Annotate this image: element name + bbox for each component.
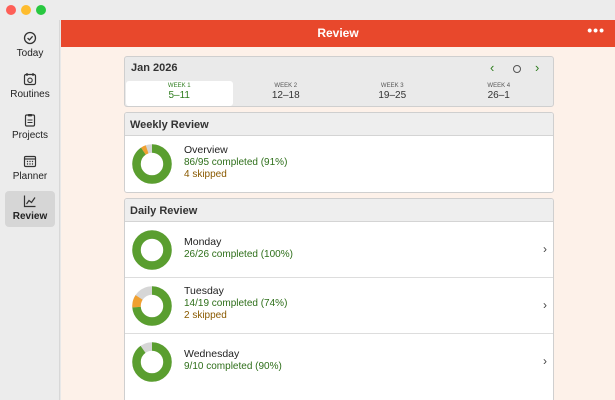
daily-review-card: Daily Review Monday 26/26 completed (100… bbox=[124, 198, 554, 400]
completed-text: 86/95 completed (91%) bbox=[184, 157, 288, 168]
clipboard-icon bbox=[24, 114, 36, 127]
day-row-wednesday[interactable]: Wednesday 9/10 completed (90%) › bbox=[125, 334, 553, 390]
progress-donut bbox=[132, 342, 172, 382]
week-label: WEEK 2 bbox=[274, 83, 298, 89]
previous-week-button[interactable]: ‹ bbox=[490, 60, 495, 75]
app-header: Review ••• bbox=[61, 20, 615, 47]
sidebar-item-today[interactable]: Today bbox=[5, 28, 55, 64]
week-label: WEEK 1 bbox=[167, 83, 191, 89]
minimize-window-button[interactable] bbox=[21, 5, 31, 15]
skipped-text: 2 skipped bbox=[184, 310, 227, 321]
zoom-window-button[interactable] bbox=[36, 5, 46, 15]
completed-arc bbox=[132, 342, 172, 382]
weekly-review-card: Weekly Review Overview 86/95 completed (… bbox=[124, 112, 554, 193]
completed-text: 9/10 completed (90%) bbox=[184, 361, 282, 372]
sidebar-item-routines[interactable]: Routines bbox=[5, 69, 55, 105]
sidebar-item-label: Planner bbox=[12, 171, 48, 182]
skipped-arc bbox=[132, 286, 172, 326]
next-week-button[interactable]: › bbox=[535, 60, 540, 75]
progress-donut bbox=[132, 230, 172, 270]
tab-week-1[interactable]: WEEK 1 5–11 bbox=[126, 81, 233, 106]
tab-week-4[interactable]: WEEK 4 26–1 bbox=[446, 81, 553, 106]
overview-row: Overview 86/95 completed (91%) 4 skipped bbox=[125, 136, 553, 192]
completed-text: 26/26 completed (100%) bbox=[184, 249, 293, 260]
week-range: 12–18 bbox=[271, 90, 300, 101]
day-title: Tuesday bbox=[184, 285, 224, 297]
week-range: 19–25 bbox=[378, 90, 407, 101]
close-window-button[interactable] bbox=[6, 5, 16, 15]
chevron-right-icon: › bbox=[543, 242, 547, 256]
calendar-icon bbox=[23, 155, 37, 168]
checkmark-circle-icon bbox=[23, 31, 37, 45]
skipped-text: 4 skipped bbox=[184, 169, 227, 180]
sidebar-item-label: Review bbox=[12, 211, 48, 222]
tab-week-3[interactable]: WEEK 3 19–25 bbox=[339, 81, 446, 106]
sidebar-item-planner[interactable]: Planner bbox=[5, 151, 55, 187]
week-selector: Jan 2026 ‹ › WEEK 1 5–11 WEEK 2 12–18 WE… bbox=[124, 56, 554, 107]
completed-arc bbox=[132, 286, 172, 326]
week-range: 26–1 bbox=[487, 90, 510, 101]
chart-line-icon bbox=[23, 195, 36, 208]
week-label: WEEK 3 bbox=[380, 83, 404, 89]
completed-arc bbox=[132, 144, 172, 184]
week-tabs: WEEK 1 5–11 WEEK 2 12–18 WEEK 3 19–25 WE… bbox=[126, 81, 552, 106]
tab-week-2[interactable]: WEEK 2 12–18 bbox=[233, 81, 340, 106]
progress-donut bbox=[132, 286, 172, 326]
day-row-tuesday[interactable]: Tuesday 14/19 completed (74%) 2 skipped … bbox=[125, 278, 553, 334]
sidebar-item-label: Projects bbox=[11, 130, 49, 141]
routines-icon bbox=[23, 73, 37, 86]
week-label: WEEK 4 bbox=[487, 83, 511, 89]
weekly-review-heading: Weekly Review bbox=[125, 113, 553, 136]
window-titlebar bbox=[0, 0, 615, 20]
completed-text: 14/19 completed (74%) bbox=[184, 298, 288, 309]
sidebar-item-label: Today bbox=[16, 48, 44, 59]
sidebar: Today Routines Projects Planner bbox=[0, 20, 60, 400]
week-range: 5–11 bbox=[168, 90, 190, 101]
page-title: Review bbox=[317, 26, 359, 40]
day-title: Monday bbox=[184, 236, 222, 248]
overview-title: Overview bbox=[184, 144, 228, 156]
more-options-button[interactable]: ••• bbox=[587, 22, 605, 38]
completed-arc bbox=[132, 230, 172, 270]
daily-review-heading: Daily Review bbox=[125, 199, 553, 222]
month-label: Jan 2026 bbox=[131, 62, 178, 74]
day-title: Wednesday bbox=[184, 348, 240, 360]
day-row-monday[interactable]: Monday 26/26 completed (100%) › bbox=[125, 222, 553, 278]
chevron-right-icon: › bbox=[543, 298, 547, 312]
progress-donut bbox=[132, 144, 172, 184]
current-week-button[interactable] bbox=[513, 65, 521, 73]
chevron-right-icon: › bbox=[543, 354, 547, 368]
sidebar-item-projects[interactable]: Projects bbox=[5, 110, 55, 146]
sidebar-item-review[interactable]: Review bbox=[5, 191, 55, 227]
review-content: Jan 2026 ‹ › WEEK 1 5–11 WEEK 2 12–18 WE… bbox=[61, 47, 615, 400]
sidebar-item-label: Routines bbox=[10, 89, 50, 100]
